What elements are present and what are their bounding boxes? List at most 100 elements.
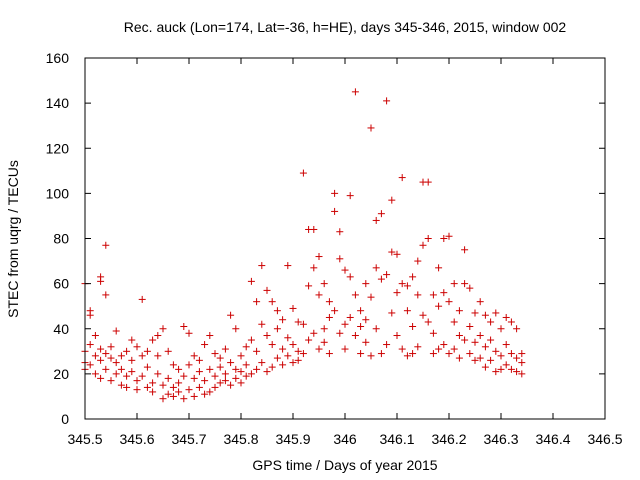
data-point: [445, 298, 453, 306]
data-point: [351, 88, 359, 96]
x-tick-label: 345.7: [171, 431, 206, 447]
data-point: [310, 264, 318, 272]
data-point: [242, 343, 250, 351]
data-point: [362, 316, 370, 324]
data-point: [279, 316, 287, 324]
data-point: [117, 352, 125, 360]
data-point: [388, 248, 396, 256]
data-point: [232, 325, 240, 333]
data-point: [435, 345, 443, 353]
data-point: [466, 350, 474, 358]
data-point: [138, 295, 146, 303]
data-point: [97, 273, 105, 281]
data-point: [180, 322, 188, 330]
data-point: [367, 293, 375, 301]
data-point: [232, 374, 240, 382]
data-point: [180, 395, 188, 403]
data-point: [315, 291, 323, 299]
data-point: [502, 341, 510, 349]
data-point: [429, 291, 437, 299]
data-point: [195, 356, 203, 364]
data-point: [258, 262, 266, 270]
data-point: [445, 232, 453, 240]
x-tick-label: 346.1: [379, 431, 414, 447]
data-point: [159, 381, 167, 389]
y-tick-label: 40: [53, 321, 69, 337]
data-point: [372, 264, 380, 272]
data-point: [185, 361, 193, 369]
data-point: [294, 347, 302, 355]
data-point: [216, 379, 224, 387]
data-point: [377, 275, 385, 283]
data-point: [253, 347, 261, 355]
data-point: [221, 377, 229, 385]
data-point: [393, 289, 401, 297]
data-point: [487, 318, 495, 326]
data-point: [476, 332, 484, 340]
data-point: [268, 298, 276, 306]
data-point: [455, 307, 463, 315]
data-point: [102, 350, 110, 358]
data-point: [289, 359, 297, 367]
data-point: [284, 352, 292, 360]
data-point: [471, 338, 479, 346]
data-point: [117, 365, 125, 373]
y-tick-label: 140: [46, 95, 70, 111]
data-point: [263, 368, 271, 376]
data-point: [325, 350, 333, 358]
data-point: [216, 354, 224, 362]
data-point: [247, 336, 255, 344]
data-point: [237, 379, 245, 387]
data-point: [372, 216, 380, 224]
data-point: [112, 327, 120, 335]
data-point: [377, 210, 385, 218]
data-point: [216, 363, 224, 371]
data-point: [320, 280, 328, 288]
data-point: [149, 388, 157, 396]
data-point: [341, 345, 349, 353]
data-point: [107, 354, 115, 362]
data-point: [455, 354, 463, 362]
data-point: [190, 352, 198, 360]
data-point: [107, 377, 115, 385]
data-point: [336, 255, 344, 263]
data-point: [414, 343, 422, 351]
data-point: [133, 377, 141, 385]
data-point: [481, 363, 489, 371]
data-point: [91, 370, 99, 378]
data-point: [383, 97, 391, 105]
data-point: [393, 332, 401, 340]
data-point: [253, 365, 261, 373]
data-point: [91, 352, 99, 360]
data-point: [128, 336, 136, 344]
data-point: [513, 368, 521, 376]
data-point: [258, 359, 266, 367]
data-point: [169, 361, 177, 369]
data-point: [154, 332, 162, 340]
x-tick-label: 346: [333, 431, 357, 447]
plot-frame: [84, 57, 606, 420]
data-point: [357, 350, 365, 358]
data-point: [424, 235, 432, 242]
data-point: [507, 365, 515, 373]
data-point: [367, 124, 375, 132]
data-point: [507, 350, 515, 358]
chart-title: Rec. auck (Lon=174, Lat=-36, h=HE), days…: [124, 19, 567, 35]
y-tick-label: 20: [53, 366, 69, 382]
data-point: [450, 280, 458, 288]
data-point: [221, 345, 229, 353]
data-point: [195, 383, 203, 391]
data-point: [201, 377, 209, 385]
data-point: [429, 350, 437, 358]
data-point: [388, 196, 396, 204]
data-point: [409, 273, 417, 281]
data-point: [409, 322, 417, 330]
data-point: [367, 352, 375, 360]
data-point: [185, 329, 193, 337]
data-point: [513, 354, 521, 362]
data-point: [268, 363, 276, 371]
data-point: [299, 350, 307, 358]
data-point: [455, 332, 463, 340]
data-points: [81, 88, 526, 403]
data-point: [289, 304, 297, 312]
